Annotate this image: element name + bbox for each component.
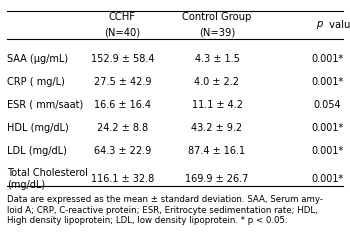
Text: 0.001*: 0.001* <box>311 146 343 156</box>
Text: CCHF: CCHF <box>109 12 136 22</box>
Text: 169.9 ± 26.7: 169.9 ± 26.7 <box>185 174 249 184</box>
Text: 0.054: 0.054 <box>314 100 341 110</box>
Text: 24.2 ± 8.8: 24.2 ± 8.8 <box>97 123 148 133</box>
Text: 116.1 ± 32.8: 116.1 ± 32.8 <box>91 174 154 184</box>
Text: (N=39): (N=39) <box>199 27 235 37</box>
Text: Data are expressed as the mean ± standard deviation. SAA, Serum amy-
loid A; CRP: Data are expressed as the mean ± standar… <box>7 195 323 225</box>
Text: 0.001*: 0.001* <box>311 123 343 133</box>
Text: (N=40): (N=40) <box>104 27 141 37</box>
Text: 0.001*: 0.001* <box>311 77 343 86</box>
Text: ESR ( mm/saat): ESR ( mm/saat) <box>7 100 83 110</box>
Text: 87.4 ± 16.1: 87.4 ± 16.1 <box>188 146 246 156</box>
Text: 16.6 ± 16.4: 16.6 ± 16.4 <box>94 100 151 110</box>
Text: value: value <box>326 20 350 30</box>
Text: CRP ( mg/L): CRP ( mg/L) <box>7 77 65 86</box>
Text: 4.3 ± 1.5: 4.3 ± 1.5 <box>195 54 239 63</box>
Text: Total Cholesterol
(mg/dL): Total Cholesterol (mg/dL) <box>7 168 88 190</box>
Text: Control Group: Control Group <box>182 12 252 22</box>
Text: LDL (mg/dL): LDL (mg/dL) <box>7 146 67 156</box>
Text: HDL (mg/dL): HDL (mg/dL) <box>7 123 69 133</box>
Text: $p$: $p$ <box>316 19 324 31</box>
Text: 0.001*: 0.001* <box>311 174 343 184</box>
Text: 43.2 ± 9.2: 43.2 ± 9.2 <box>191 123 243 133</box>
Text: 64.3 ± 22.9: 64.3 ± 22.9 <box>94 146 151 156</box>
Text: SAA (μg/mL): SAA (μg/mL) <box>7 54 68 63</box>
Text: 11.1 ± 4.2: 11.1 ± 4.2 <box>191 100 243 110</box>
Text: 27.5 ± 42.9: 27.5 ± 42.9 <box>94 77 151 86</box>
Text: 152.9 ± 58.4: 152.9 ± 58.4 <box>91 54 154 63</box>
Text: 0.001*: 0.001* <box>311 54 343 63</box>
Text: 4.0 ± 2.2: 4.0 ± 2.2 <box>195 77 239 86</box>
